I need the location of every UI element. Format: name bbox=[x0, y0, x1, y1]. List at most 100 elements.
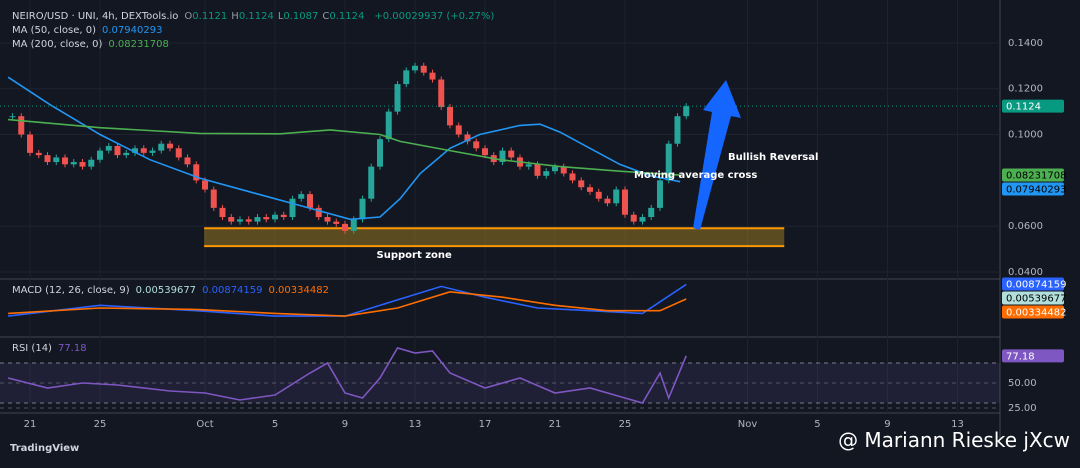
candle bbox=[341, 223, 348, 231]
candle bbox=[132, 148, 139, 153]
x-tick-label: Nov bbox=[738, 419, 758, 430]
candle bbox=[88, 159, 95, 167]
brand: TradingView bbox=[10, 443, 79, 454]
candle bbox=[394, 84, 401, 112]
candle bbox=[586, 187, 593, 192]
candle bbox=[630, 214, 637, 222]
candle bbox=[167, 143, 174, 149]
y-tick-label: 25.00 bbox=[1008, 403, 1037, 414]
price-badge-label: 0.00334482 bbox=[1006, 308, 1066, 319]
candle bbox=[350, 219, 357, 231]
candle bbox=[105, 145, 112, 151]
candle bbox=[193, 164, 200, 181]
indicator-line bbox=[7, 347, 687, 404]
candle bbox=[578, 180, 585, 188]
ohlc-value: 0.1087 bbox=[283, 11, 319, 22]
candle bbox=[403, 70, 410, 85]
candle bbox=[307, 194, 314, 208]
ma-value: 0.08231708 bbox=[108, 39, 169, 50]
candle bbox=[455, 125, 462, 135]
symbol: NEIRO/USD · UNI, 4h, DEXTools.io bbox=[12, 11, 179, 22]
x-tick-label: 21 bbox=[549, 419, 562, 430]
candle bbox=[175, 148, 182, 158]
candle bbox=[245, 219, 252, 222]
candle bbox=[53, 157, 60, 163]
candle bbox=[683, 106, 690, 117]
candle bbox=[376, 139, 383, 167]
candle bbox=[446, 107, 453, 126]
candle bbox=[534, 164, 541, 176]
price-badge-label: 0.00874159 bbox=[1006, 280, 1066, 291]
y-tick-label: 50.00 bbox=[1008, 378, 1037, 389]
candle bbox=[140, 148, 147, 153]
price-badge-label: 0.1124 bbox=[1006, 102, 1041, 113]
x-tick-label: 13 bbox=[409, 419, 422, 430]
x-tick-label: 17 bbox=[479, 419, 492, 430]
candle bbox=[228, 217, 235, 222]
ma200-legend: MA (200, close, 0) 0.08231708 bbox=[12, 38, 175, 52]
ohlc-value: 0.1124 bbox=[329, 11, 365, 22]
brand-text: TradingView bbox=[10, 443, 80, 454]
y-tick-label: 0.0400 bbox=[1008, 267, 1043, 278]
candle bbox=[44, 155, 51, 163]
candle bbox=[674, 116, 681, 144]
candle bbox=[604, 198, 611, 204]
candle bbox=[70, 162, 77, 165]
macd-value: 0.00874159 bbox=[202, 285, 263, 296]
support-zone bbox=[204, 228, 785, 247]
candle bbox=[237, 219, 244, 222]
candle bbox=[123, 152, 130, 156]
ma-value: 0.07940293 bbox=[102, 25, 163, 36]
rsi-name: RSI (14) bbox=[12, 343, 52, 354]
candle bbox=[499, 150, 506, 163]
candle bbox=[411, 65, 418, 71]
y-tick-label: 0.0600 bbox=[1008, 221, 1043, 232]
moving-average bbox=[7, 76, 681, 221]
macd-legend: MACD (12, 26, close, 9) 0.00539677 0.00874… bbox=[12, 284, 335, 298]
price-badge-label: 0.07940293 bbox=[1006, 185, 1066, 196]
ohlc-value: 0.1124 bbox=[238, 11, 274, 22]
candle bbox=[438, 79, 445, 108]
arrow bbox=[693, 80, 741, 230]
x-tick-label: 9 bbox=[884, 419, 890, 430]
y-tick-label: 0.1400 bbox=[1008, 38, 1043, 49]
x-tick-label: 25 bbox=[94, 419, 107, 430]
price-badge bbox=[1002, 168, 1064, 182]
hist-value: 0.00539677 bbox=[135, 285, 197, 296]
candle bbox=[184, 157, 191, 165]
zone-label: Support zone bbox=[377, 250, 453, 261]
candle bbox=[158, 143, 165, 151]
x-tick-label: Oct bbox=[196, 419, 213, 430]
ohlc-value: 0.1121 bbox=[192, 11, 228, 22]
candle bbox=[333, 221, 340, 224]
candle bbox=[569, 173, 576, 181]
price-badge bbox=[1002, 305, 1064, 319]
annotation: Moving average cross bbox=[634, 170, 757, 181]
ohlc-key: L bbox=[277, 11, 284, 22]
x-tick-label: 21 bbox=[24, 419, 37, 430]
candle bbox=[595, 191, 602, 199]
price-badge bbox=[1002, 277, 1064, 291]
signal-value: 0.00334482 bbox=[268, 285, 329, 296]
candle bbox=[648, 207, 655, 218]
price-badge bbox=[1002, 182, 1064, 196]
indicator-line bbox=[8, 290, 687, 317]
candle bbox=[202, 180, 209, 190]
candle bbox=[543, 171, 550, 176]
candle bbox=[368, 166, 375, 199]
ohlc-key: O bbox=[184, 11, 193, 22]
candle bbox=[272, 214, 279, 220]
candle bbox=[464, 134, 471, 142]
candle bbox=[420, 65, 427, 73]
y-tick-label: 0.1200 bbox=[1008, 84, 1043, 95]
candle bbox=[621, 189, 628, 215]
ohlc-key: C bbox=[322, 11, 330, 22]
candle bbox=[79, 162, 86, 167]
candle bbox=[298, 194, 305, 199]
rsi-legend: RSI (14) 77.18 bbox=[12, 342, 93, 356]
price-badge-label: 0.00539677 bbox=[1006, 294, 1066, 305]
candle bbox=[560, 166, 567, 174]
credit-text: @ Mariann Rieske jXcw bbox=[838, 428, 1070, 452]
